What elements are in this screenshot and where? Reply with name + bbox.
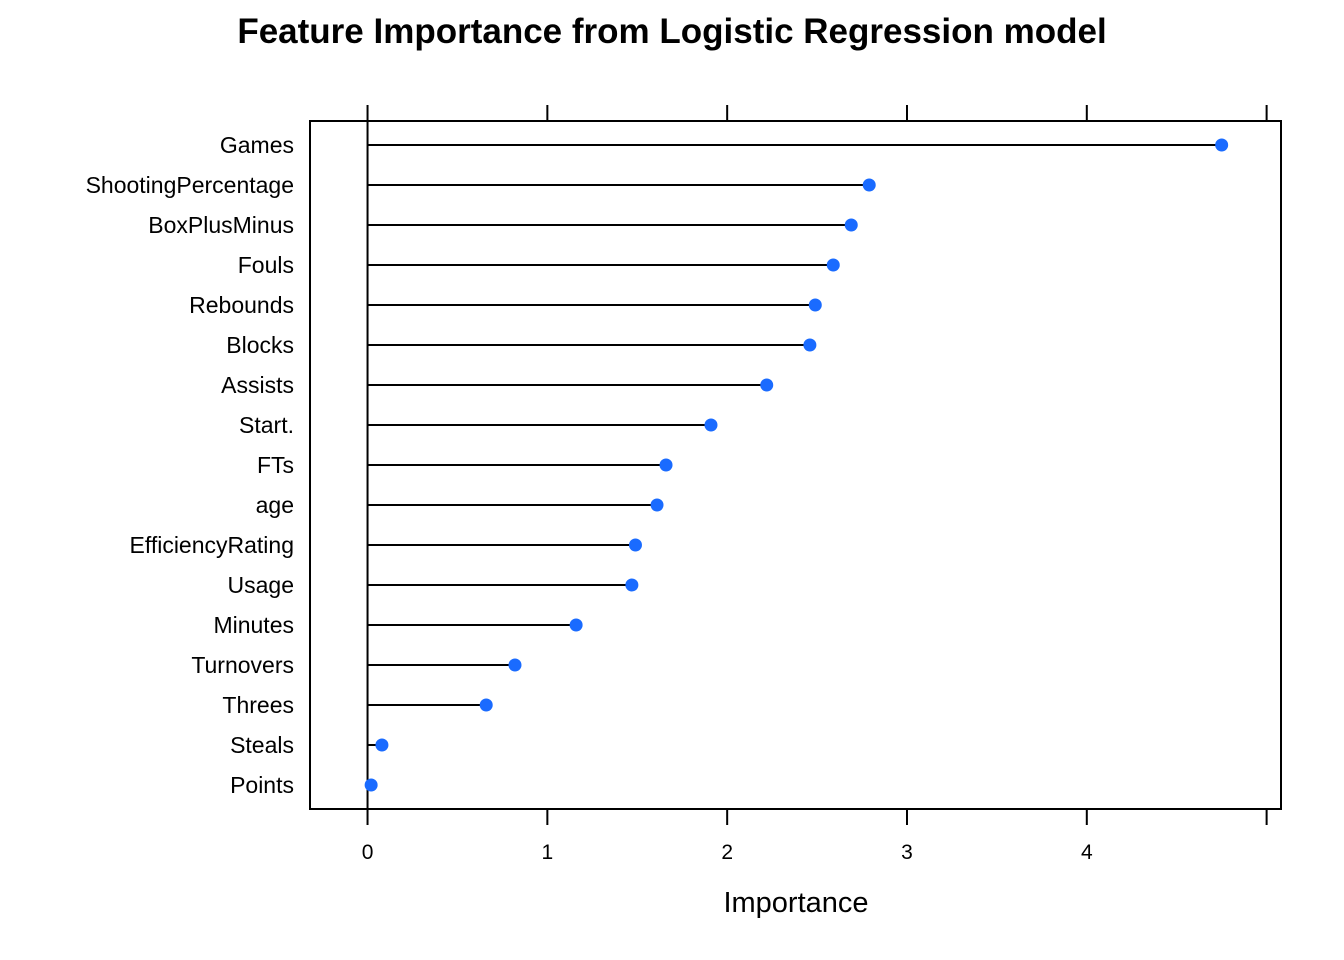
plot-frame xyxy=(309,120,1282,810)
importance-dot xyxy=(625,578,639,592)
feature-label: Steals xyxy=(230,732,294,758)
feature-label: Assists xyxy=(221,372,294,398)
feature-label: age xyxy=(256,492,294,518)
x-tick-labels: 0 1 2 3 4 xyxy=(362,841,1093,864)
importance-dot xyxy=(364,778,378,792)
feature-label: Blocks xyxy=(226,332,294,358)
feature-labels: Games ShootingPercentage BoxPlusMinus Fouls… xyxy=(86,132,294,798)
feature-label: FTs xyxy=(257,452,294,478)
bottom-axis-ticks xyxy=(366,809,1268,825)
x-axis-title: Importance xyxy=(723,887,868,919)
feature-label: ShootingPercentage xyxy=(86,172,294,198)
importance-dot xyxy=(803,338,817,352)
importance-dot xyxy=(862,178,876,192)
importance-dot xyxy=(826,258,840,272)
x-tick-label: 2 xyxy=(721,841,733,864)
feature-label: Start. xyxy=(239,412,294,438)
importance-dot xyxy=(508,658,522,672)
feature-label: EfficiencyRating xyxy=(130,532,295,558)
importance-dot xyxy=(808,298,822,312)
importance-dot xyxy=(760,378,774,392)
importance-dot xyxy=(844,218,858,232)
feature-label: Threes xyxy=(222,692,294,718)
chart-title: Feature Importance from Logistic Regress… xyxy=(237,12,1106,51)
feature-label: Usage xyxy=(228,572,294,598)
feature-label: Fouls xyxy=(238,252,294,278)
x-tick-label: 0 xyxy=(362,841,374,864)
importance-stems xyxy=(367,144,1222,786)
feature-label: BoxPlusMinus xyxy=(148,212,294,238)
top-axis-ticks xyxy=(366,105,1268,121)
feature-label: Points xyxy=(230,772,294,798)
importance-dot xyxy=(704,418,718,432)
feature-label: Minutes xyxy=(213,612,294,638)
x-tick-label: 3 xyxy=(901,841,913,864)
importance-dot xyxy=(1215,138,1229,152)
x-tick-label: 1 xyxy=(542,841,554,864)
feature-label: Turnovers xyxy=(191,652,294,678)
importance-dot xyxy=(628,538,642,552)
importance-dot xyxy=(479,698,493,712)
importance-dot xyxy=(375,738,389,752)
importance-dots xyxy=(364,138,1229,792)
feature-label: Rebounds xyxy=(189,292,294,318)
x-tick-label: 4 xyxy=(1081,841,1093,864)
importance-dot xyxy=(569,618,583,632)
feature-label: Games xyxy=(220,132,294,158)
importance-dot xyxy=(659,458,673,472)
importance-dot xyxy=(650,498,664,512)
